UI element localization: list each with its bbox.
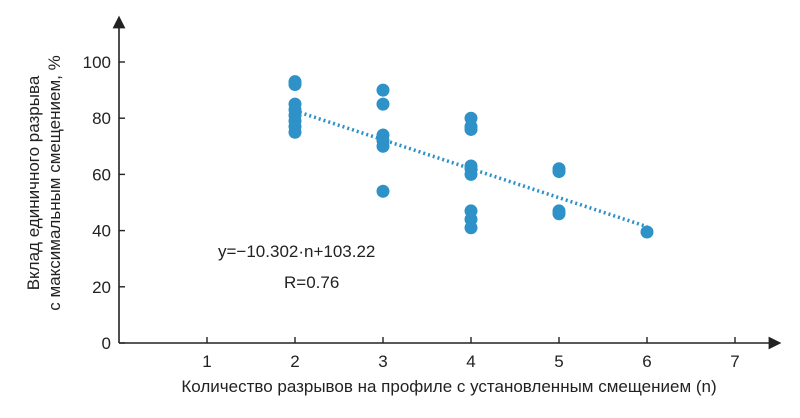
data-point: [464, 167, 478, 181]
y-axis-title-line-1: Вклад единичного разрыва: [24, 75, 43, 290]
y-tick-label: 20: [92, 278, 111, 297]
data-point: [288, 77, 302, 91]
y-tick-label: 80: [92, 109, 111, 128]
y-axis-ticks: 0 20 40 60 80 100: [83, 53, 125, 353]
data-point: [552, 207, 566, 221]
data-point: [376, 139, 390, 153]
data-point: [464, 221, 478, 235]
x-tick-label: 3: [378, 352, 387, 371]
y-tick-label: 100: [83, 53, 111, 72]
data-point: [376, 97, 390, 111]
x-tick-label: 7: [730, 352, 739, 371]
equation-annotation: y=−10.302·n+103.22: [218, 242, 375, 261]
data-point: [288, 125, 302, 139]
x-axis-ticks: 1 2 3 4 5 6 7: [202, 337, 740, 371]
y-tick-label: 40: [92, 222, 111, 241]
x-tick-label: 6: [642, 352, 651, 371]
x-tick-label: 2: [290, 352, 299, 371]
y-tick-label: 60: [92, 165, 111, 184]
x-tick-label: 5: [554, 352, 563, 371]
data-points: [288, 75, 654, 239]
y-tick-label: 0: [102, 334, 111, 353]
data-point: [552, 165, 566, 179]
data-point: [376, 184, 390, 198]
data-point: [464, 122, 478, 136]
r-annotation: R=0.76: [284, 273, 339, 292]
data-point: [376, 83, 390, 97]
x-tick-label: 1: [202, 352, 211, 371]
data-point: [640, 225, 654, 239]
y-axis-title-line-2: с максимальным смещением, %: [45, 55, 64, 310]
x-tick-label: 4: [466, 352, 475, 371]
x-axis-title: Количество разрывов на профиле с установ…: [181, 377, 716, 396]
